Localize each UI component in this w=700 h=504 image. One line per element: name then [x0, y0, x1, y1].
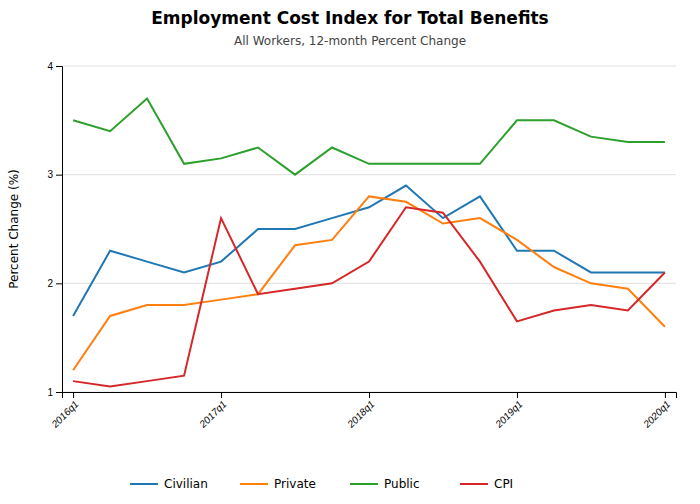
series-line — [73, 207, 665, 386]
legend: Civilian Private Public CPI — [130, 477, 513, 491]
series-line — [73, 196, 665, 370]
tick: 1 — [47, 387, 62, 398]
tick-mark — [56, 283, 62, 284]
tick: 2017q1 — [197, 392, 229, 430]
lines — [73, 99, 665, 387]
tick: 2018q1 — [344, 392, 376, 430]
legend-label: Public — [384, 477, 420, 491]
axis-line — [63, 393, 677, 399]
plot: 1 2 3 4 2016q1 2017q1 2018q1 2019q1 2020q1 — [47, 61, 676, 431]
tick-mark — [517, 392, 518, 398]
legend-item: Private — [240, 477, 316, 491]
tick-label: 2016q1 — [49, 398, 81, 430]
legend-item: Public — [350, 477, 420, 491]
series-line — [73, 99, 665, 175]
tick-mark — [56, 175, 62, 176]
tick-label: 4 — [47, 61, 53, 72]
tick-mark — [665, 392, 666, 398]
title: Employment Cost Index for Total Benefits — [151, 8, 549, 28]
tick: 3 — [47, 169, 62, 180]
legend-swatch — [130, 483, 158, 485]
legend-swatch — [240, 483, 268, 485]
tick-mark — [56, 392, 62, 393]
legend-label: Civilian — [164, 477, 208, 491]
legend-item: Civilian — [130, 477, 208, 491]
x-axis: 2016q1 2017q1 2018q1 2019q1 2020q1 — [49, 392, 677, 430]
tick: 2 — [47, 278, 62, 289]
tick-mark — [369, 392, 370, 398]
tick-mark — [221, 392, 222, 398]
grid — [62, 66, 676, 392]
tick-label: 2019q1 — [492, 398, 524, 430]
legend-swatch — [350, 483, 378, 485]
chart: Employment Cost Index for Total Benefits… — [0, 0, 700, 504]
tick: 2019q1 — [492, 392, 524, 430]
tick-mark — [56, 66, 62, 67]
legend-label: Private — [274, 477, 316, 491]
y-axis: 1 2 3 4 — [47, 61, 62, 398]
grid-line — [62, 283, 676, 284]
tick-label: 2017q1 — [197, 398, 229, 430]
legend-swatch — [460, 483, 488, 485]
grid-line — [62, 174, 676, 175]
tick-label: 3 — [47, 169, 53, 180]
tick-label: 1 — [47, 387, 53, 398]
grid-line — [62, 66, 676, 67]
tick: 2020q1 — [640, 392, 672, 430]
tick-label: 2020q1 — [640, 398, 672, 430]
legend-item: CPI — [460, 477, 513, 491]
legend-label: CPI — [494, 477, 513, 491]
tick-label: 2018q1 — [344, 398, 376, 430]
tick: 2016q1 — [49, 392, 81, 430]
axis-line — [56, 67, 63, 393]
tick: 4 — [47, 61, 62, 72]
tick-label: 2 — [47, 278, 53, 289]
series-line — [73, 186, 665, 316]
y-axis-title: Percent Change (%) — [7, 169, 21, 289]
subtitle: All Workers, 12-month Percent Change — [234, 34, 466, 48]
tick-mark — [73, 392, 74, 398]
